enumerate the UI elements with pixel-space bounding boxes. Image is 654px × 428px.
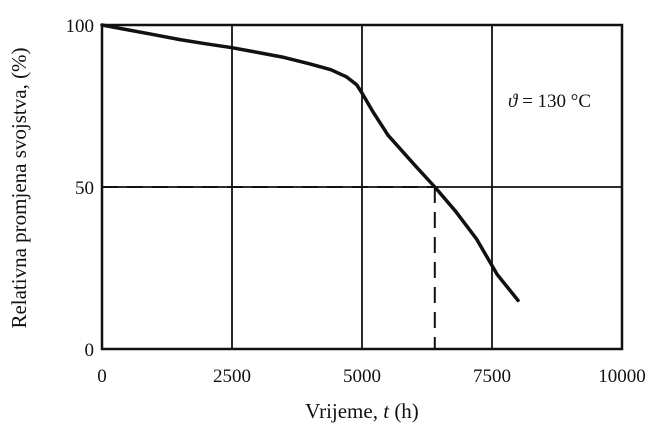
y-tick-label: 100 [66,16,95,37]
x-tick-label: 10000 [598,366,646,387]
y-tick-labels: 0 50 100 [66,16,95,361]
x-tick-label: 0 [97,366,107,387]
annotation-symbol: ϑ [508,91,519,112]
reference-lines [102,186,436,349]
annotation-text: = 130 °C [517,91,591,112]
annotation-temperature: ϑ = 130 °C [508,91,591,112]
y-axis-label: Relativna promjena svojstva, (%) [7,47,31,328]
x-tick-label: 7500 [473,366,511,387]
x-tick-labels: 0 2500 5000 7500 10000 [97,366,646,387]
x-tick-label: 5000 [343,366,381,387]
x-tick-label: 2500 [213,366,251,387]
x-axis-label-variable: t [383,399,390,423]
x-axis-label: Vrijeme, t (h) [305,399,419,423]
x-axis-label-prefix: Vrijeme, [305,399,383,423]
y-tick-label: 0 [85,340,95,361]
series-line [100,23,520,303]
x-axis-label-suffix: (h) [389,399,419,423]
y-tick-label: 50 [75,178,94,199]
